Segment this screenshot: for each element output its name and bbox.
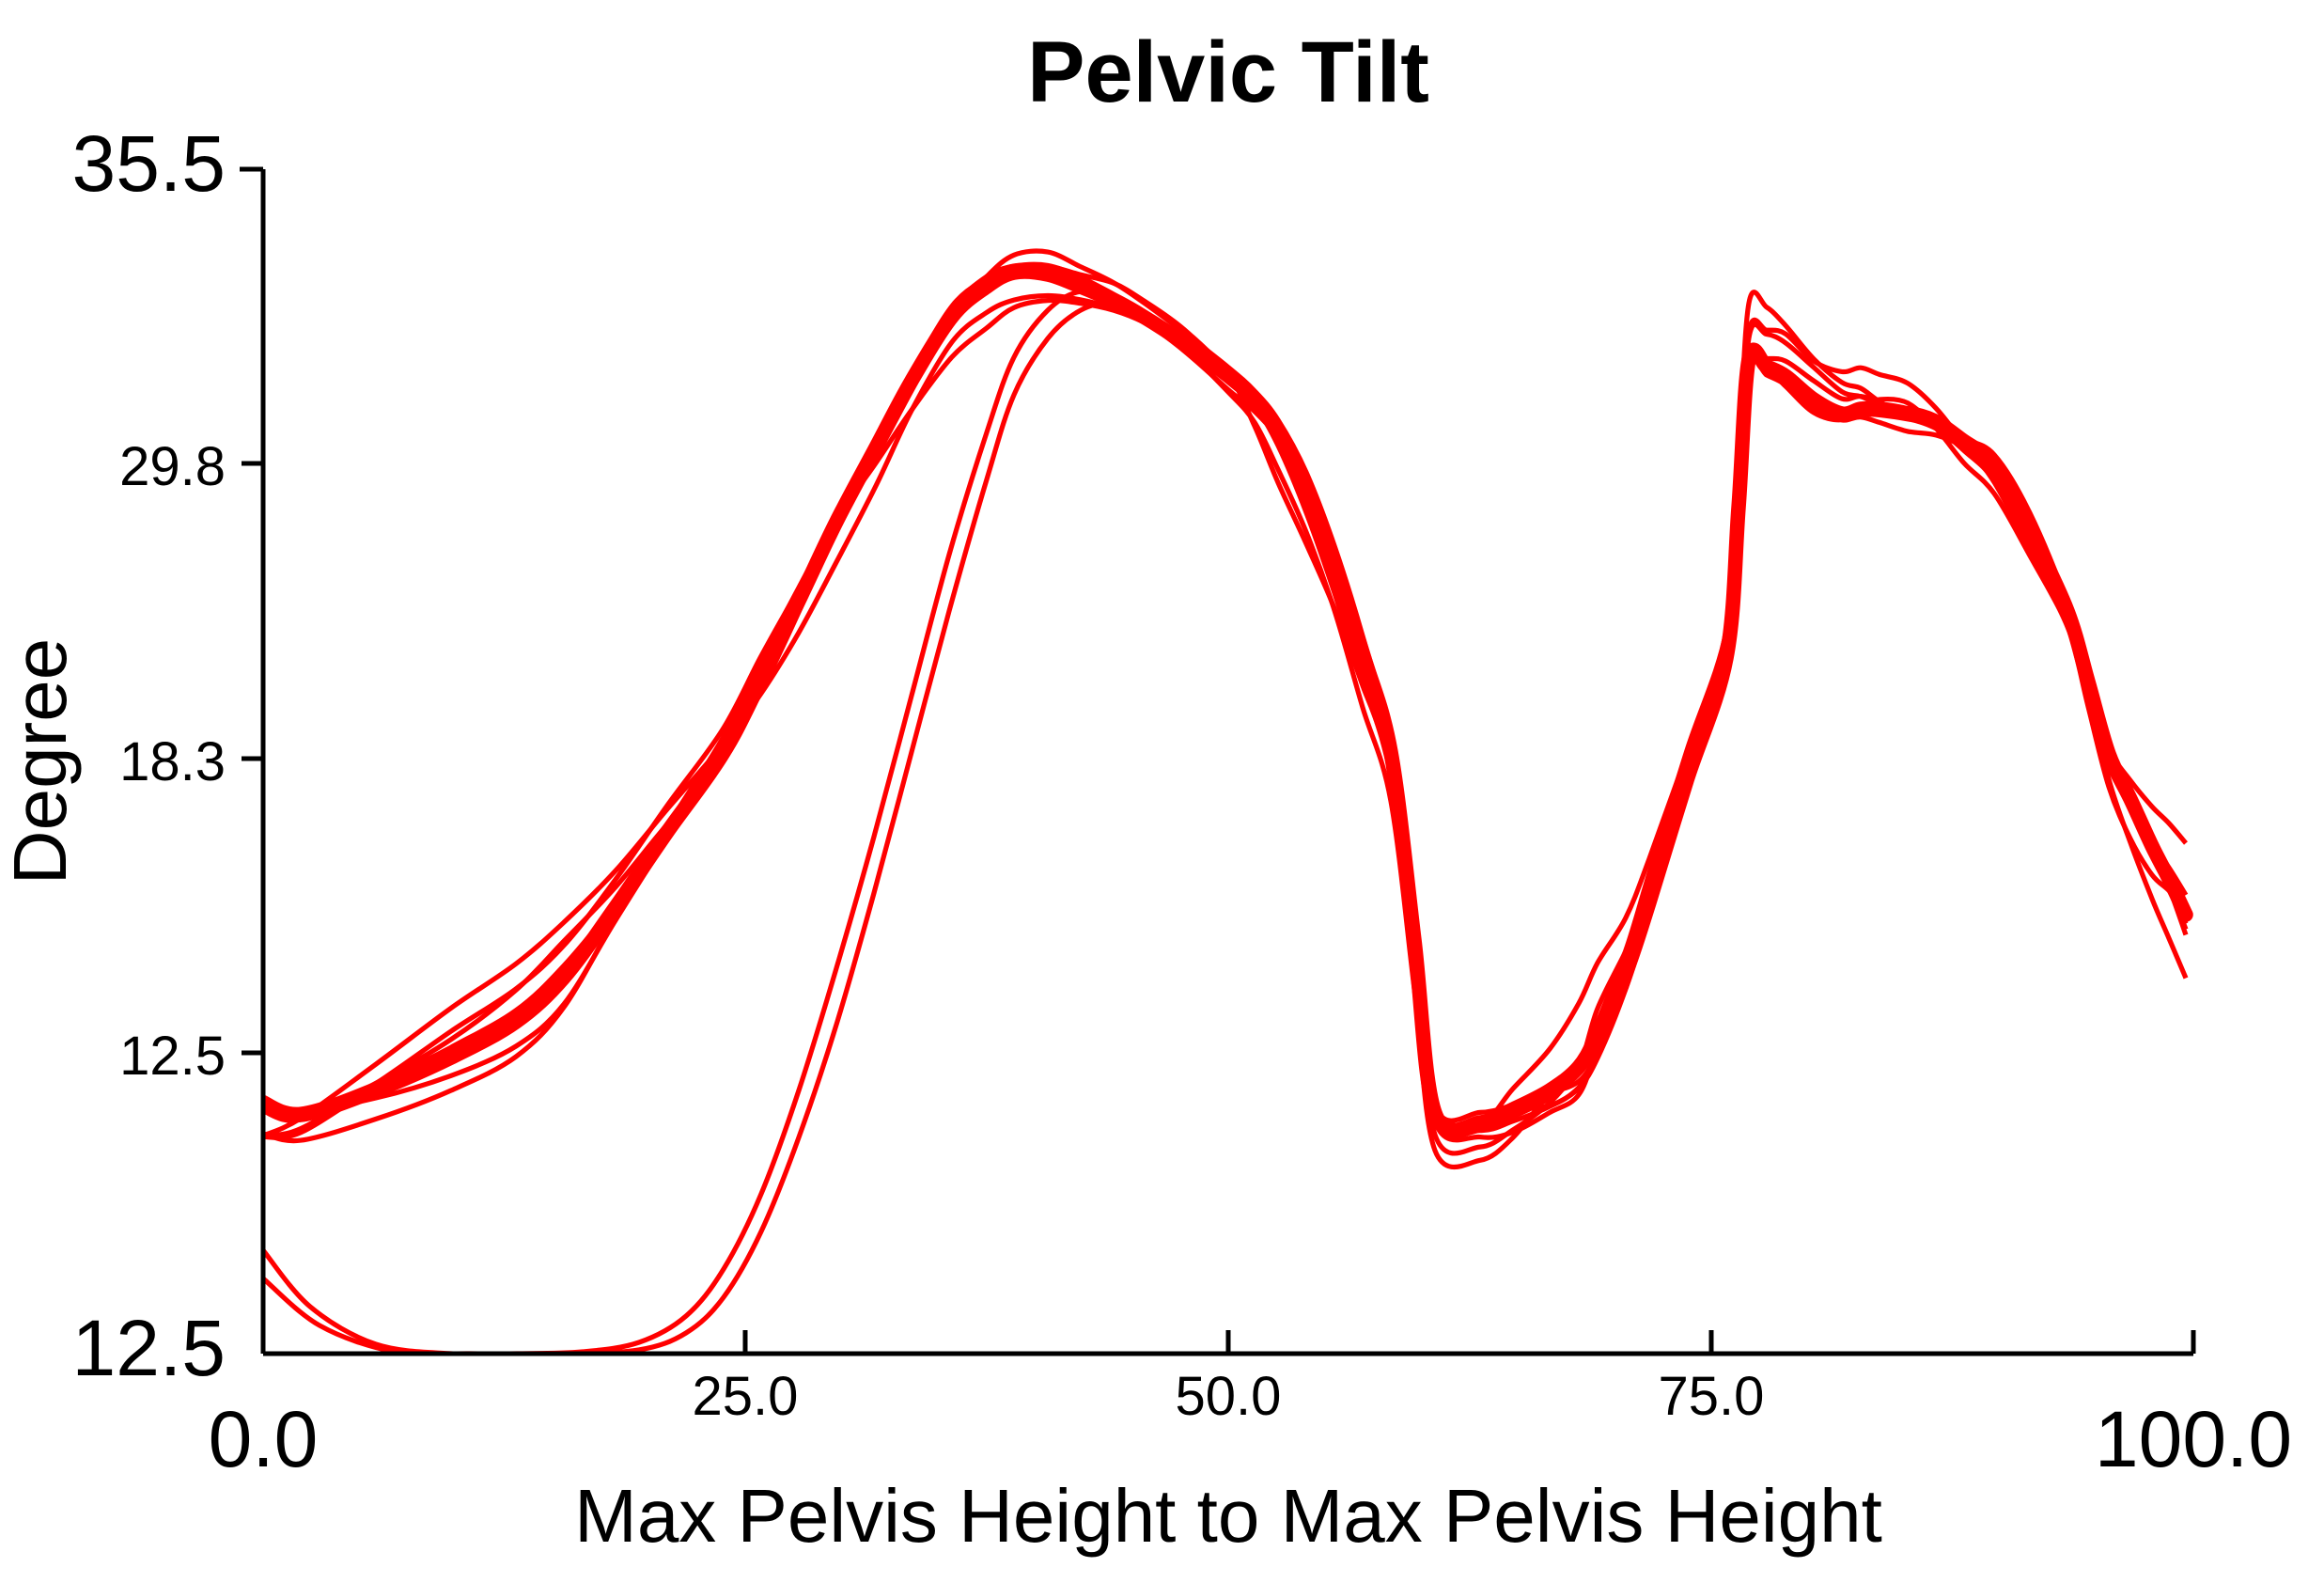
svg-text:75.0: 75.0 (1659, 1366, 1765, 1427)
svg-text:Degree: Degree (0, 638, 82, 885)
svg-text:100.0: 100.0 (2095, 1395, 2292, 1483)
svg-text:50.0: 50.0 (1176, 1366, 1282, 1427)
svg-text:35.5: 35.5 (72, 119, 226, 208)
svg-text:0.0: 0.0 (209, 1395, 319, 1483)
svg-text:Pelvic Tilt: Pelvic Tilt (1027, 24, 1429, 120)
svg-text:12.5: 12.5 (72, 1304, 226, 1392)
svg-text:29.8: 29.8 (119, 436, 226, 497)
svg-text:12.5: 12.5 (119, 1026, 226, 1087)
svg-text:25.0: 25.0 (693, 1366, 799, 1427)
svg-text:Max Pelvis Height to Max Pelv: Max Pelvis Height to Max Pelvis Height (574, 1474, 1882, 1558)
svg-text:18.3: 18.3 (119, 731, 226, 792)
